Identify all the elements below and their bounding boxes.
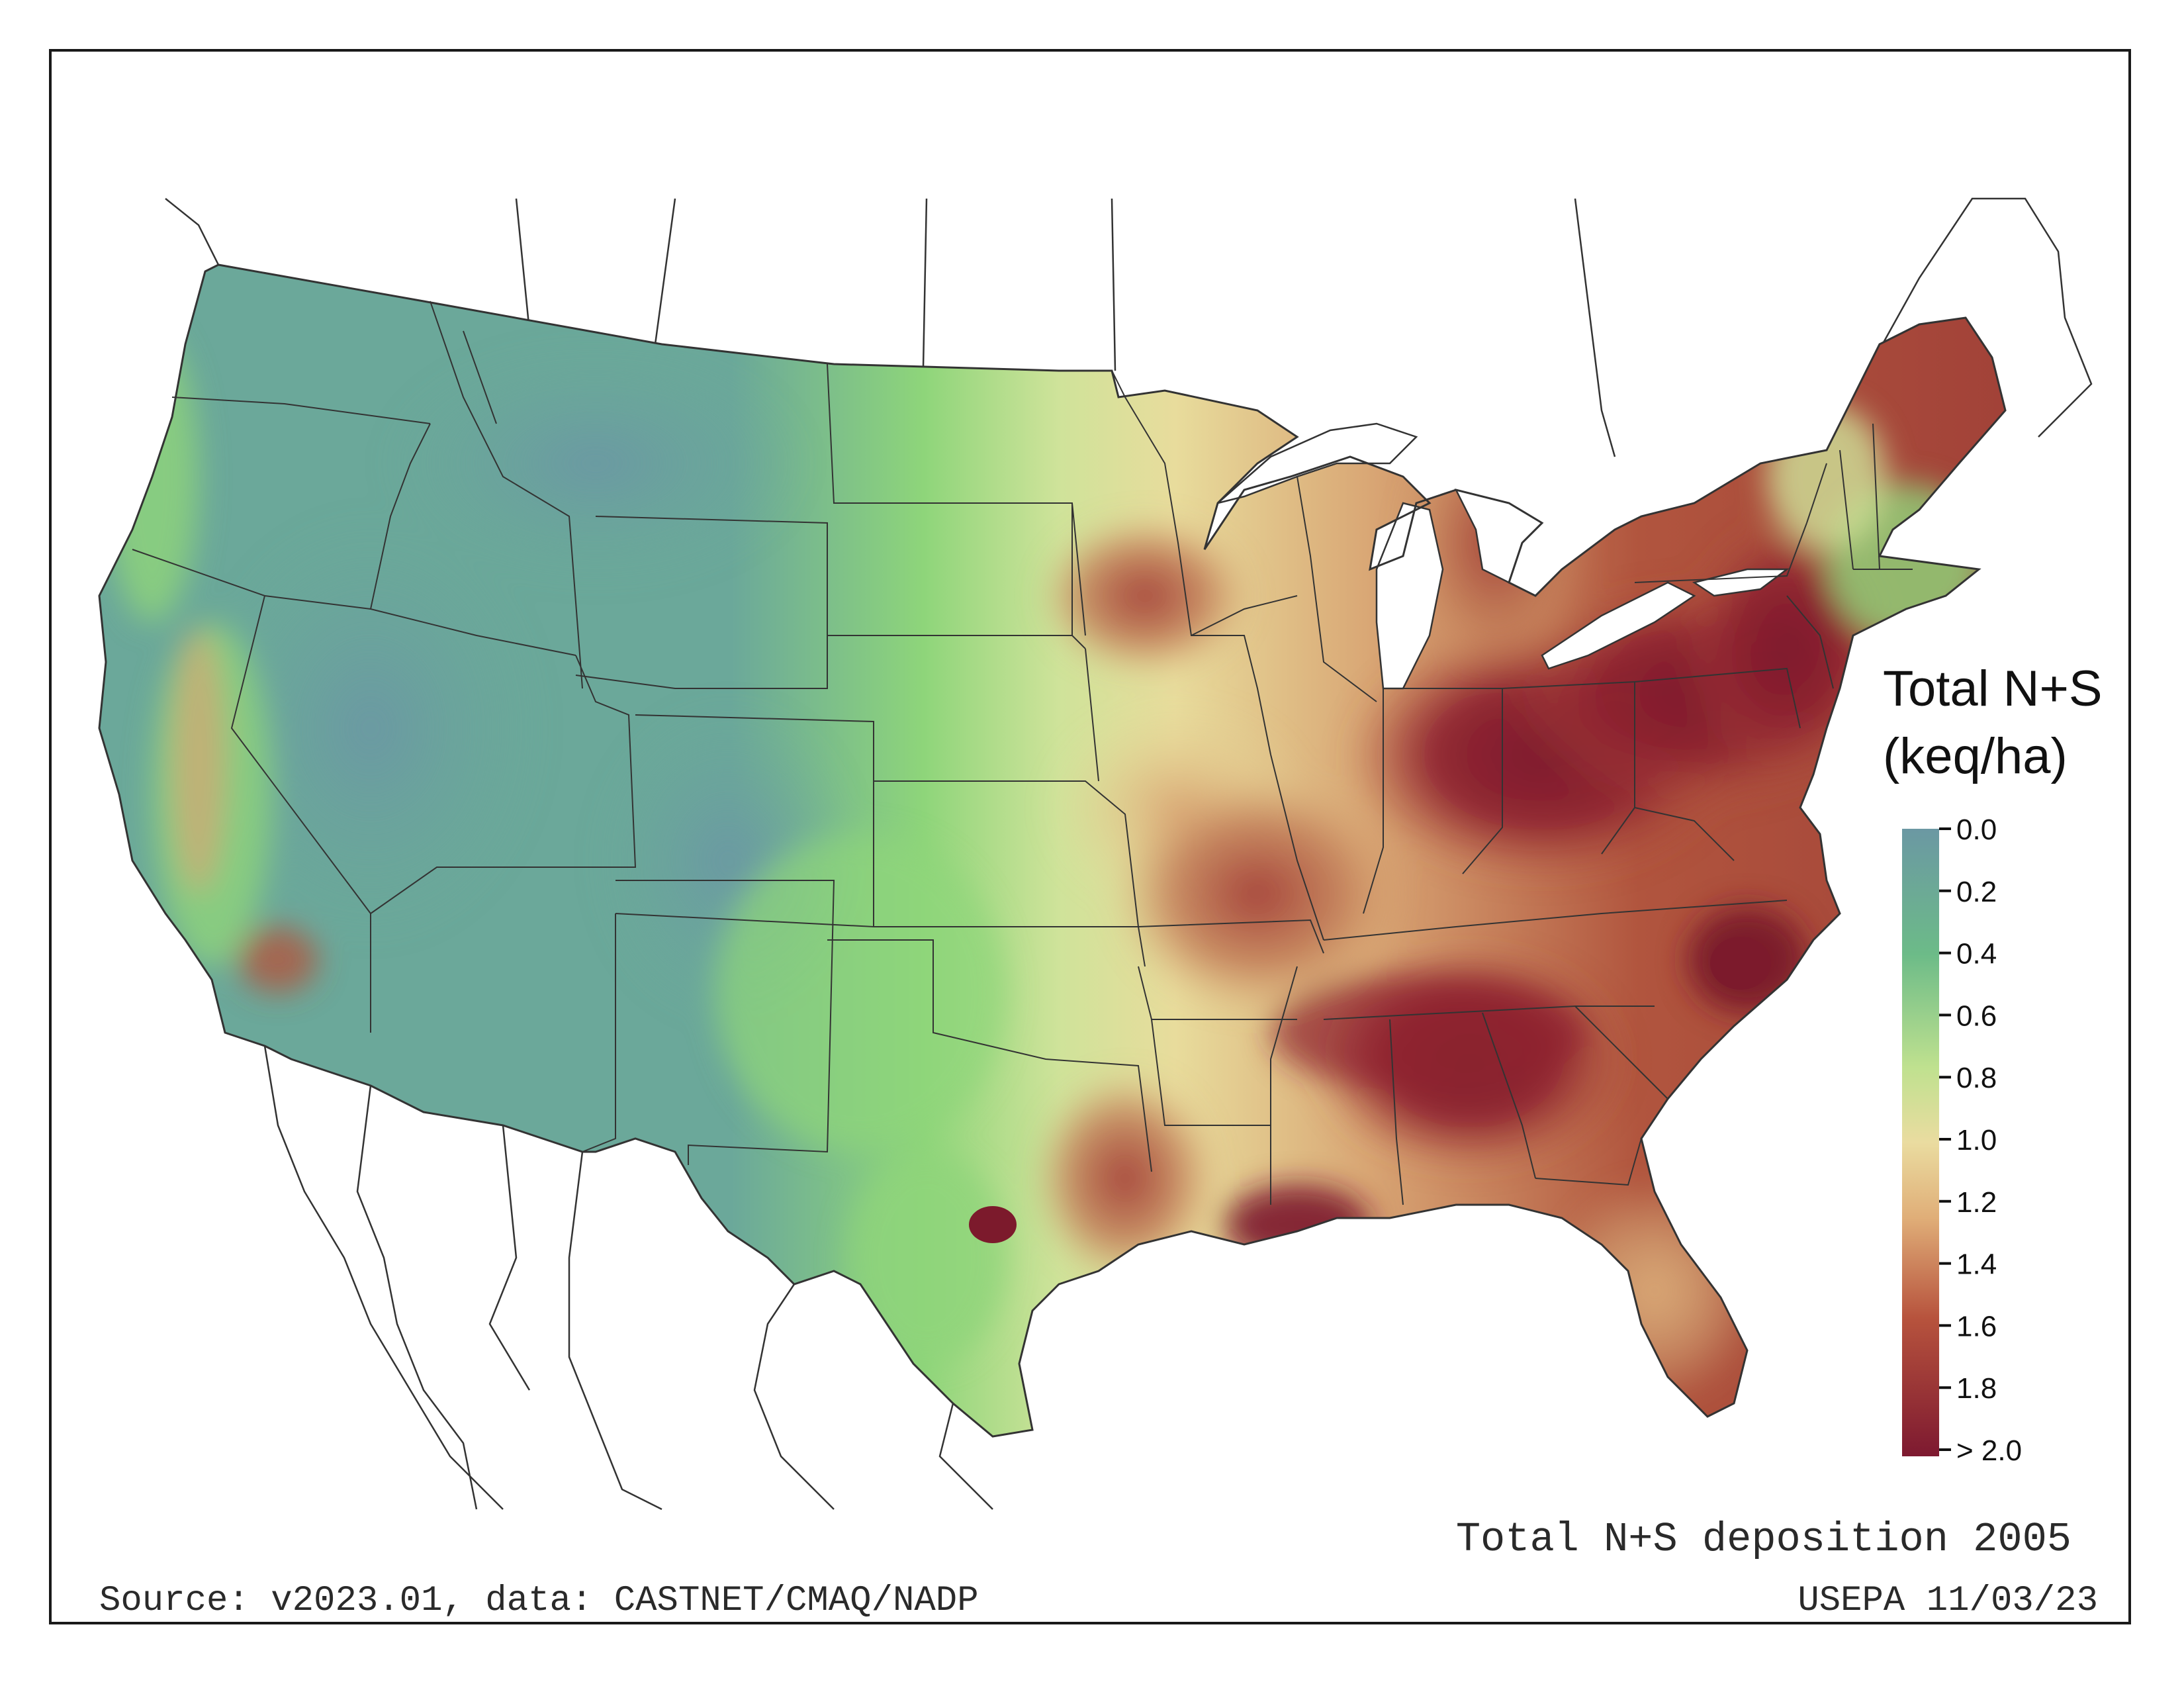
legend-tick-label: 0.8 <box>1956 1062 1997 1094</box>
legend-ticks: 0.0 0.2 0.4 0.6 0.8 1.0 1.2 1.4 1.6 1.8 > 2.0 <box>1939 814 2022 1467</box>
agency-date: USEPA 11/03/23 <box>1797 1581 2098 1621</box>
legend-colorbar: 0.0 0.2 0.4 0.6 0.8 1.0 1.2 1.4 1.6 1.8 > 2.0 <box>1902 814 2022 1467</box>
legend-tick-label: > 2.0 <box>1956 1434 2022 1467</box>
legend-gradient <box>1902 829 1939 1456</box>
legend-tick-label: 0.2 <box>1956 876 1997 908</box>
legend-tick-label: 0.0 <box>1956 814 1997 846</box>
legend-title-line2: (keq/ha) <box>1883 728 2068 784</box>
deposition-surface <box>99 265 2005 1436</box>
legend-title-line1: Total N+S <box>1883 661 2103 717</box>
source-credit: Source: v2023.01, data: CASTNET/CMAQ/NAD… <box>99 1581 979 1621</box>
us-outline <box>98 263 2007 1438</box>
neighbor-country-outlines <box>165 197 2093 1511</box>
legend-tick-label: 0.6 <box>1956 1000 1997 1032</box>
legend-tick-label: 1.8 <box>1956 1372 1997 1405</box>
legend-tick-label: 1.6 <box>1956 1310 1997 1342</box>
legend-tick-label: 1.0 <box>1956 1124 1997 1156</box>
state-boundaries <box>132 263 1913 1205</box>
legend-title: Total N+S (keq/ha) <box>1883 655 2161 790</box>
legend-tick-label: 1.2 <box>1956 1186 1997 1219</box>
legend-tick-label: 1.4 <box>1956 1248 1997 1281</box>
legend-tick-label: 0.4 <box>1956 938 1997 970</box>
map-title: Total N+S deposition 2005 <box>1455 1516 2071 1563</box>
